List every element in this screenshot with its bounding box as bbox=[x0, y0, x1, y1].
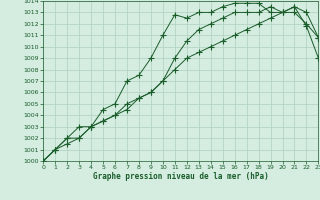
X-axis label: Graphe pression niveau de la mer (hPa): Graphe pression niveau de la mer (hPa) bbox=[93, 172, 269, 181]
